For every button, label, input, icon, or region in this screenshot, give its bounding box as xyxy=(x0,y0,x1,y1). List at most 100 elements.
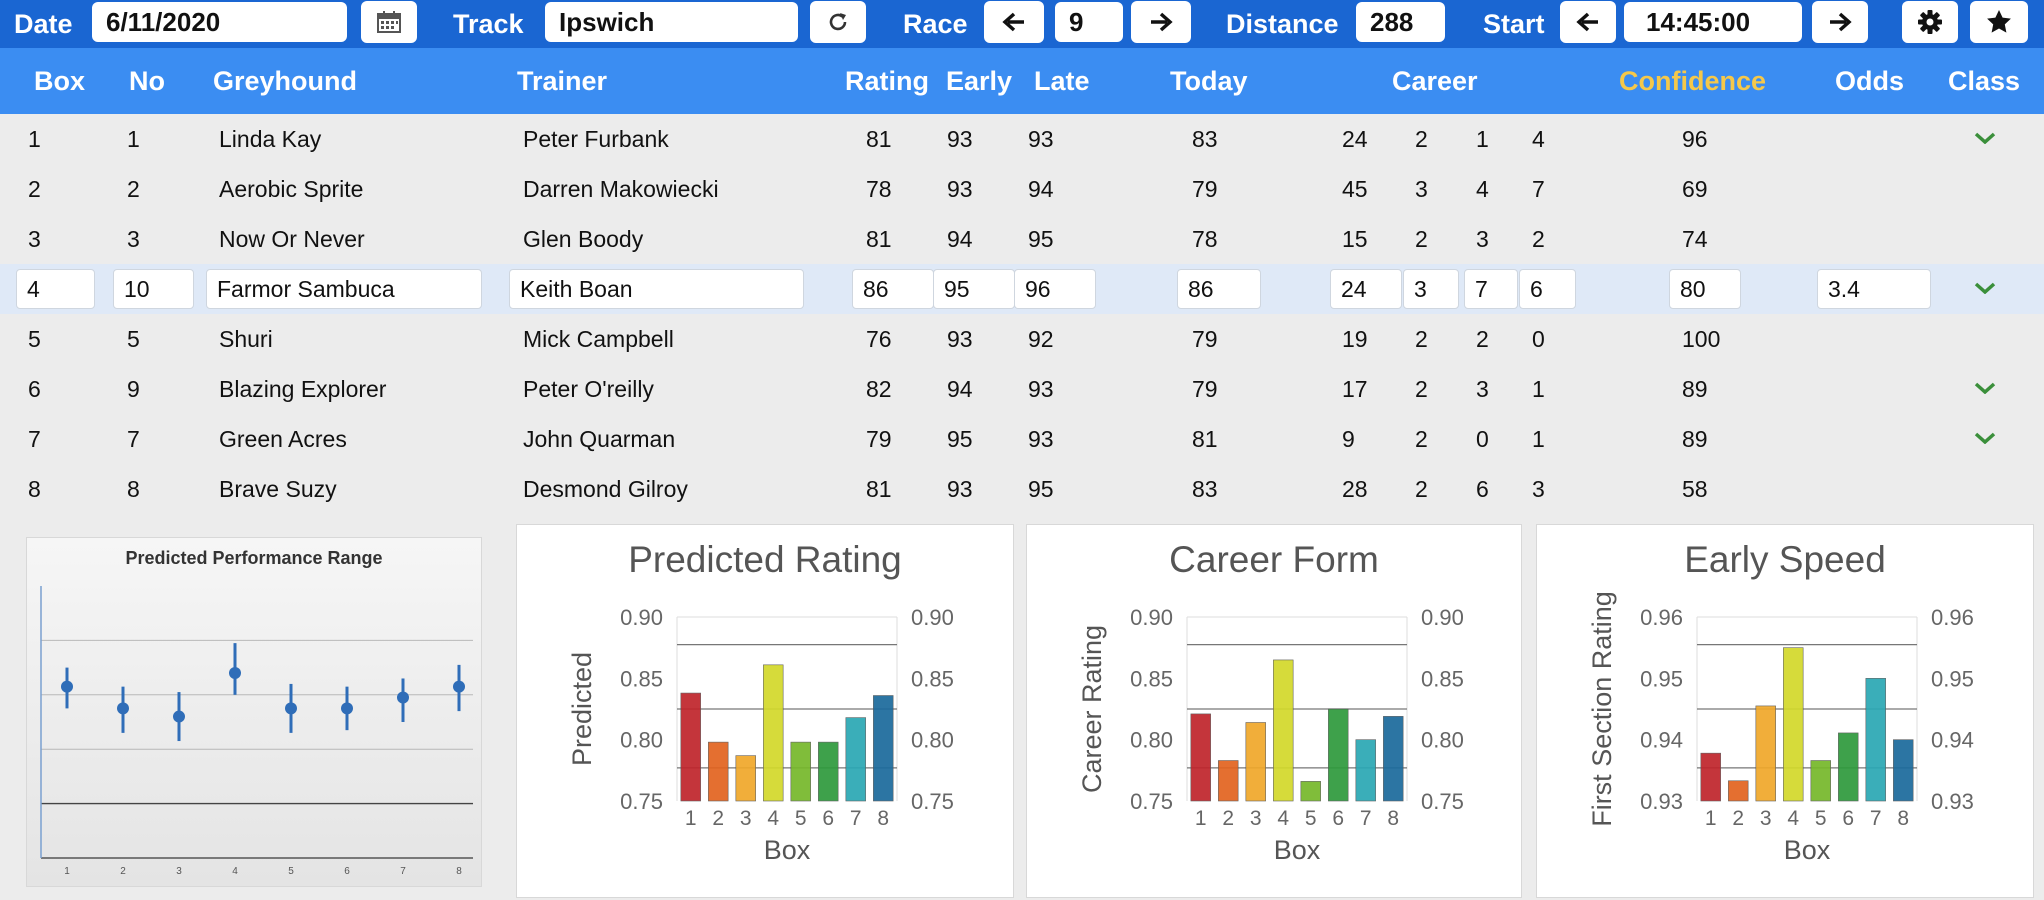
bar xyxy=(1755,705,1776,802)
table-row[interactable]: 7 7 Green Acres John Quarman 79 95 93 81… xyxy=(0,414,2044,464)
table-header: Box No Greyhound Trainer Rating Early La… xyxy=(0,48,2044,114)
table-row[interactable]: 2 2 Aerobic Sprite Darren Makowiecki 78 … xyxy=(0,164,2044,214)
y-tick-label: 0.90 xyxy=(1130,605,1173,630)
data-point xyxy=(117,702,129,715)
start-next-button[interactable] xyxy=(1812,1,1868,43)
tick-label: 6 xyxy=(344,866,350,877)
career-wins-field[interactable]: 3 xyxy=(1403,269,1459,309)
col-late[interactable]: Late xyxy=(1034,66,1090,96)
x-tick-label: 5 xyxy=(795,807,807,830)
early-cell: 93 xyxy=(947,126,973,152)
distance-label: Distance xyxy=(1226,9,1339,39)
career-thirds-cell: 1 xyxy=(1532,376,1545,402)
x-tick-label: 7 xyxy=(1870,807,1882,830)
confidence-field[interactable]: 80 xyxy=(1669,269,1741,309)
y-axis-label: First Section Rating xyxy=(1587,591,1617,827)
favorite-button[interactable] xyxy=(1970,1,2028,43)
col-class[interactable]: Class xyxy=(1948,66,2021,96)
bar xyxy=(790,741,811,802)
start-time-input[interactable]: 14:45:00 xyxy=(1624,2,1802,42)
x-tick-label: 3 xyxy=(1760,807,1772,830)
race-next-button[interactable] xyxy=(1131,1,1191,43)
y2-tick-label: 0.90 xyxy=(1421,605,1464,630)
box-cell: 2 xyxy=(28,176,41,202)
data-point xyxy=(229,667,241,680)
y-tick-label: 0.93 xyxy=(1640,789,1683,814)
track-input[interactable]: Ipswich xyxy=(545,2,798,42)
y2-tick-label: 0.80 xyxy=(911,728,954,753)
career-seconds-cell: 1 xyxy=(1476,126,1489,152)
y-tick-label: 0.75 xyxy=(620,789,663,814)
box-cell: 3 xyxy=(28,226,41,252)
rating-field[interactable]: 86 xyxy=(852,269,934,309)
trainer-cell: Mick Campbell xyxy=(523,326,674,352)
career-seconds-field[interactable]: 7 xyxy=(1464,269,1518,309)
career-wins-cell: 2 xyxy=(1415,326,1428,352)
box-cell: 7 xyxy=(28,426,41,452)
trainer-field[interactable]: Keith Boan xyxy=(509,269,804,309)
refresh-button[interactable] xyxy=(810,1,866,43)
data-point xyxy=(397,691,409,704)
race-prev-button[interactable] xyxy=(984,1,1044,43)
col-today[interactable]: Today xyxy=(1170,66,1248,96)
col-odds[interactable]: Odds xyxy=(1835,66,1905,96)
odds-field[interactable]: 3.4 xyxy=(1817,269,1931,309)
col-early[interactable]: Early xyxy=(946,66,1013,96)
race-label: Race xyxy=(903,9,968,39)
col-trainer[interactable]: Trainer xyxy=(517,66,608,96)
y-tick-label: 0.75 xyxy=(1130,789,1173,814)
table-row[interactable]: 6 9 Blazing Explorer Peter O'reilly 82 9… xyxy=(0,364,2044,414)
x-tick-label: 6 xyxy=(822,807,834,830)
early-field[interactable]: 95 xyxy=(933,269,1015,309)
settings-button[interactable] xyxy=(1902,1,1958,43)
today-cell: 83 xyxy=(1192,476,1218,502)
career-starts-field[interactable]: 24 xyxy=(1330,269,1402,309)
trainer-cell: Peter O'reilly xyxy=(523,376,654,402)
career-starts-cell: 9 xyxy=(1342,426,1355,452)
career-seconds-cell: 2 xyxy=(1476,326,1489,352)
x-tick-label: 6 xyxy=(1332,807,1344,830)
no-field[interactable]: 10 xyxy=(113,269,194,309)
career-starts-cell: 17 xyxy=(1342,376,1368,402)
today-cell: 81 xyxy=(1192,426,1218,452)
col-box[interactable]: Box xyxy=(34,66,86,96)
tick-label: 3 xyxy=(176,866,182,877)
x-tick-label: 4 xyxy=(1277,807,1289,830)
career-wins-cell: 2 xyxy=(1415,376,1428,402)
y-tick-label: 0.85 xyxy=(620,666,663,691)
col-no[interactable]: No xyxy=(129,66,165,96)
table-row[interactable]: 5 5 Shuri Mick Campbell 76 93 92 79 19 2… xyxy=(0,314,2044,364)
col-greyhound[interactable]: Greyhound xyxy=(213,66,358,96)
start-prev-button[interactable] xyxy=(1560,1,1616,43)
y2-tick-label: 0.80 xyxy=(1421,728,1464,753)
y-axis-label: Career Rating xyxy=(1077,625,1107,793)
rating-cell: 78 xyxy=(866,176,892,202)
career-thirds-cell: 7 xyxy=(1532,176,1545,202)
late-field[interactable]: 96 xyxy=(1014,269,1096,309)
greyhound-field[interactable]: Farmor Sambuca xyxy=(206,269,482,309)
trainer-cell: Glen Boody xyxy=(523,226,644,252)
y2-tick-label: 0.96 xyxy=(1931,605,1974,630)
col-rating[interactable]: Rating xyxy=(845,66,929,96)
table-row[interactable]: 1 1 Linda Kay Peter Furbank 81 93 93 83 … xyxy=(0,114,2044,164)
y-tick-label: 0.96 xyxy=(1640,605,1683,630)
y-axis-label: Predicted xyxy=(567,652,597,766)
career-thirds-field[interactable]: 6 xyxy=(1519,269,1576,309)
col-career[interactable]: Career xyxy=(1392,66,1478,96)
distance-input[interactable]: 288 xyxy=(1356,2,1445,42)
box-field[interactable]: 4 xyxy=(16,269,95,309)
box-cell: 6 xyxy=(28,376,41,402)
y2-tick-label: 0.85 xyxy=(911,666,954,691)
table-row[interactable]: 8 8 Brave Suzy Desmond Gilroy 81 93 95 8… xyxy=(0,464,2044,514)
confidence-cell: 89 xyxy=(1682,376,1708,402)
today-field[interactable]: 86 xyxy=(1177,269,1261,309)
table-row-selected[interactable]: 4 10 Farmor Sambuca Keith Boan 86 95 96 … xyxy=(0,264,2044,314)
tick-label: 2 xyxy=(120,866,126,877)
race-input[interactable]: 9 xyxy=(1055,2,1123,42)
calendar-button[interactable] xyxy=(361,1,417,43)
table-row[interactable]: 3 3 Now Or Never Glen Boody 81 94 95 78 … xyxy=(0,214,2044,264)
bar xyxy=(873,695,894,802)
date-input[interactable]: 6/11/2020 xyxy=(92,2,347,42)
col-confidence[interactable]: Confidence xyxy=(1619,66,1767,96)
career-form-panel: Career Form 0.75 0.75 0.80 0.80 0.85 0.85 0.90… xyxy=(1026,524,1522,898)
